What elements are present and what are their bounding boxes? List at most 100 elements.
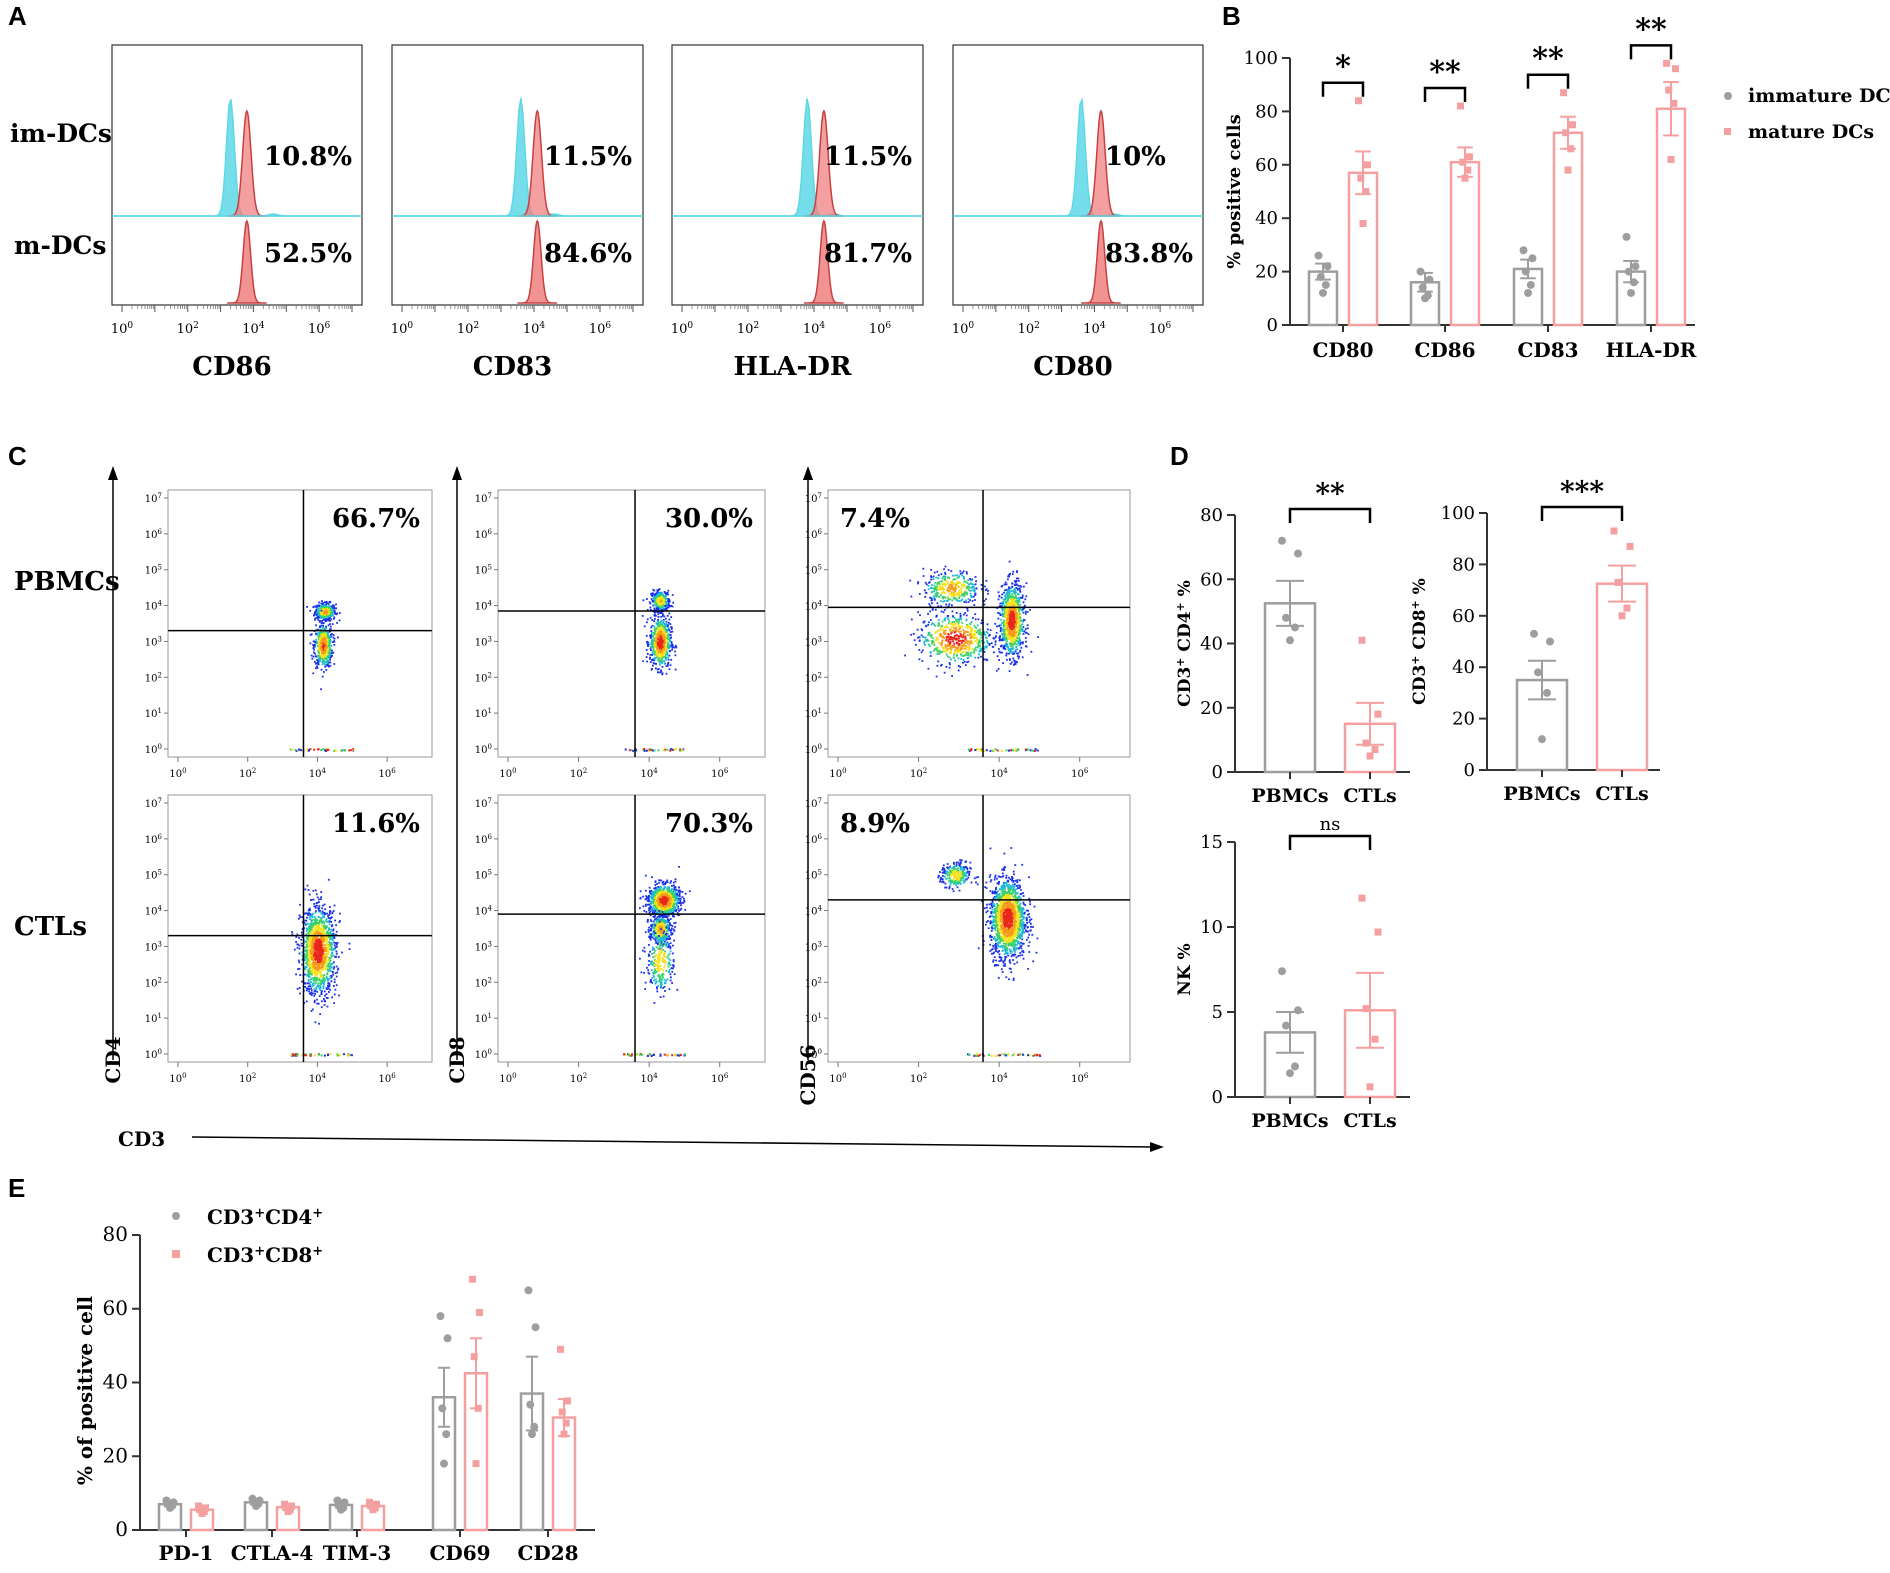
event-dot <box>974 592 977 595</box>
event-dot <box>1026 674 1029 676</box>
y-tick-label-base: 10 <box>145 907 158 918</box>
event-dot <box>1012 637 1014 639</box>
event-dot <box>327 655 330 658</box>
event-dot <box>1010 621 1013 624</box>
event-dot <box>1005 588 1008 591</box>
event-dot <box>651 636 654 638</box>
event-dot <box>1011 644 1014 647</box>
event-dot <box>669 637 672 639</box>
y-tick-label-base: 10 <box>475 566 488 577</box>
event-dot <box>957 595 960 598</box>
event-dot <box>320 628 323 631</box>
event-dot <box>643 625 646 628</box>
event-dot <box>327 647 330 650</box>
event-dot <box>306 954 308 956</box>
event-dot <box>1012 651 1015 654</box>
y-tick-label: 105 <box>145 869 162 882</box>
event-dot <box>314 612 316 615</box>
event-dot <box>933 584 936 587</box>
event-dot <box>937 595 939 598</box>
event-dot <box>319 642 322 644</box>
y-tick-label-exp: 0 <box>158 743 162 751</box>
event-dot <box>328 605 331 608</box>
event-dot <box>1004 634 1006 637</box>
data-point <box>1323 262 1332 271</box>
event-dot <box>316 667 319 669</box>
x-tick-label-exp: 4 <box>653 767 658 775</box>
event-dot <box>1010 596 1013 598</box>
event-dot <box>944 645 947 648</box>
event-dot <box>1008 635 1011 638</box>
event-dot <box>984 636 987 639</box>
x-tick-label-exp: 6 <box>325 321 331 331</box>
event-dot <box>327 952 330 955</box>
event-dot <box>936 593 939 595</box>
event-dot <box>653 632 655 634</box>
event-dot <box>317 660 319 663</box>
legend-label-mature: mature DCs <box>1748 121 1874 143</box>
event-dot <box>657 749 660 752</box>
event-dot <box>1000 618 1003 621</box>
event-dot <box>1026 624 1029 627</box>
event-dot <box>959 648 961 651</box>
event-dot <box>660 654 662 657</box>
event-dot <box>1005 622 1008 625</box>
x-tick-label-base: 10 <box>379 1074 392 1085</box>
event-dot <box>334 749 337 752</box>
event-dot <box>327 604 330 607</box>
marker-axis-label: CD4 <box>101 1036 125 1083</box>
event-dot <box>966 657 969 659</box>
event-dot <box>324 633 327 636</box>
event-dot <box>659 595 661 598</box>
event-dot <box>995 669 998 672</box>
event-dot <box>327 631 329 634</box>
event-dot <box>986 640 989 642</box>
event-dot <box>1009 615 1012 617</box>
event-dot <box>945 624 948 627</box>
data-point <box>1521 267 1530 276</box>
event-dot <box>655 636 658 639</box>
event-dot <box>658 607 661 610</box>
event-dot <box>968 589 970 591</box>
event-dot <box>663 623 666 626</box>
event-dot <box>660 639 663 642</box>
event-dot <box>665 635 668 638</box>
event-dot <box>324 928 326 930</box>
event-dot <box>1005 645 1007 647</box>
event-dot <box>322 656 324 659</box>
x-tick-label-base: 10 <box>523 322 540 337</box>
event-dot <box>930 635 932 638</box>
event-dot <box>653 652 656 655</box>
event-dot <box>1000 605 1003 607</box>
event-dot <box>306 944 309 947</box>
event-dot <box>1014 641 1017 644</box>
event-dot <box>935 589 938 592</box>
event-dot <box>323 646 326 649</box>
event-dot <box>1021 628 1024 630</box>
event-dot <box>1011 646 1014 649</box>
event-dot <box>990 642 993 645</box>
event-dot <box>1016 748 1019 751</box>
event-dot <box>658 661 661 663</box>
event-dot <box>1016 648 1019 650</box>
event-dot <box>942 583 944 586</box>
event-dot <box>1013 580 1016 582</box>
event-dot <box>1014 663 1017 665</box>
event-dot <box>980 622 983 625</box>
event-dot <box>962 661 964 664</box>
event-dot <box>307 932 310 935</box>
event-dot <box>927 584 930 587</box>
event-dot <box>318 653 321 656</box>
event-dot <box>951 604 953 607</box>
event-dot <box>319 631 322 634</box>
event-dot <box>1001 602 1004 605</box>
event-dot <box>962 593 965 595</box>
event-dot <box>964 645 967 647</box>
event-dot <box>983 632 985 635</box>
data-point <box>1359 220 1367 228</box>
event-dot <box>305 946 307 949</box>
x-tick-label-base: 10 <box>869 322 886 337</box>
event-dot <box>663 633 666 636</box>
event-dot <box>978 633 980 635</box>
event-dot <box>936 570 939 573</box>
